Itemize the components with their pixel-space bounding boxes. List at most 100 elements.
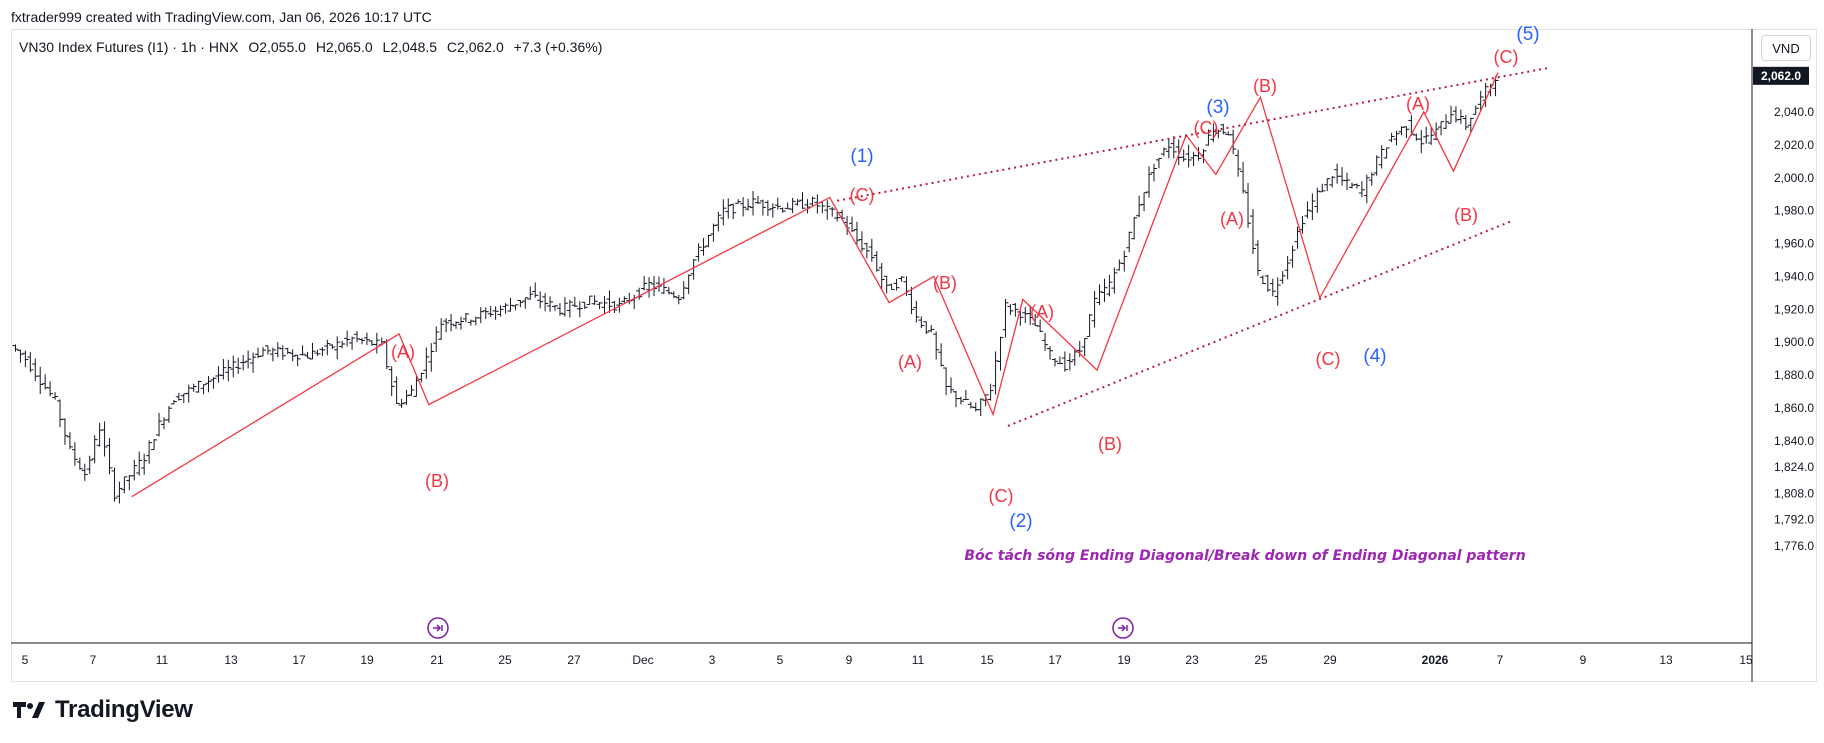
ohlc-bar: [383, 339, 390, 370]
wave-label-red: (C): [1194, 118, 1219, 138]
ohlc-bar: [1472, 105, 1479, 115]
y-tick-label: 1,900.0: [1774, 335, 1814, 349]
ohlc-bar: [37, 366, 44, 394]
ohlc-bar: [398, 398, 405, 409]
ohlc-bar: [1116, 259, 1123, 271]
ohlc-bar: [1383, 147, 1390, 159]
ohlc-bar: [918, 316, 925, 329]
x-tick-label: 5: [777, 653, 784, 667]
wave-label-blue: (2): [1009, 511, 1032, 532]
ohlc-bar: [1378, 145, 1385, 169]
ohlc-bar: [809, 196, 816, 206]
ohlc-bar: [294, 354, 301, 367]
ohlc-bar: [898, 276, 905, 282]
ohlc-bar: [1051, 358, 1058, 367]
ohlc-bar: [1126, 231, 1133, 253]
ohlc-bar: [462, 313, 469, 323]
ohlc-bar: [76, 457, 83, 470]
ohlc-bar: [324, 339, 331, 356]
ohlc-bar: [948, 377, 955, 394]
ohlc-bar: [210, 377, 217, 389]
ohlc-bar: [1368, 172, 1375, 186]
ohlc-bar: [1170, 135, 1177, 159]
y-tick-label: 2,000.0: [1774, 171, 1814, 185]
ohlc-bar: [1091, 290, 1098, 328]
ohlc-bar: [769, 203, 776, 218]
ohlc-bar: [334, 336, 341, 360]
ohlc-bar: [363, 332, 370, 345]
session-break-icon[interactable]: [427, 617, 449, 639]
ohlc-bar: [571, 296, 578, 308]
legend-open: O2,055.0: [248, 39, 306, 55]
wave-label-red: (C): [850, 185, 875, 205]
ohlc-bar: [289, 349, 296, 362]
legend-close: C2,062.0: [446, 39, 504, 55]
ohlc-bar: [537, 291, 544, 309]
ohlc-bar: [784, 202, 791, 210]
ohlc-bar: [314, 349, 321, 357]
wave-label-red: (C): [1316, 349, 1341, 369]
ohlc-bar: [358, 338, 365, 345]
wave-label-red: (C): [1494, 47, 1519, 67]
wave-label-red: (C): [989, 486, 1014, 506]
ohlc-bar: [517, 299, 524, 308]
ohlc-bar: [789, 197, 796, 214]
ohlc-bar: [745, 198, 752, 211]
ohlc-bar: [1418, 129, 1425, 154]
ohlc-bar: [1195, 147, 1202, 161]
ohlc-bar: [165, 405, 172, 423]
ohlc-bar: [180, 393, 187, 404]
x-tick-label: 5: [22, 653, 29, 667]
ohlc-bar: [47, 381, 54, 397]
wave-label-red: (A): [1406, 94, 1430, 114]
ohlc-bar: [1101, 278, 1108, 302]
x-tick-label: 9: [1580, 653, 1587, 667]
ohlc-bar: [433, 326, 440, 353]
wave-label-red: (A): [391, 342, 415, 362]
tradingview-logo[interactable]: TradingView: [13, 696, 193, 724]
ohlc-bar: [309, 342, 316, 360]
ohlc-bar: [1002, 299, 1009, 338]
x-tick-label: 11: [156, 653, 169, 667]
x-tick-label: 7: [1497, 653, 1504, 667]
legend-low: L2,048.5: [382, 39, 438, 55]
ohlc-bar: [512, 304, 519, 311]
ohlc-bar: [943, 367, 950, 396]
y-tick-label: 1,920.0: [1774, 302, 1814, 316]
ohlc-bar: [878, 263, 885, 289]
session-break-icon[interactable]: [1112, 617, 1134, 639]
ohlc-bar: [101, 421, 108, 457]
ohlc-bar: [997, 336, 1004, 371]
ohlc-bar: [225, 359, 232, 382]
wave-label-red: (B): [1253, 76, 1277, 96]
ohlc-bar: [17, 349, 24, 363]
ohlc-bar: [804, 199, 811, 214]
x-tick-label: 17: [1048, 653, 1062, 667]
ohlc-bar: [873, 251, 880, 272]
candles: [12, 76, 1499, 504]
ohlc-bar: [453, 321, 460, 329]
ohlc-bar: [71, 442, 78, 466]
ohlc-bar: [566, 299, 573, 318]
ohlc-bar: [299, 345, 306, 356]
wave-label-blue: (1): [850, 146, 873, 167]
ohlc-bar: [1061, 351, 1068, 372]
ohlc-bar: [1279, 271, 1286, 284]
ohlc-bar: [1348, 182, 1355, 189]
ohlc-bar: [304, 351, 311, 359]
ohlc-bar: [1042, 332, 1049, 351]
ohlc-bar: [849, 216, 856, 233]
ohlc-bar: [245, 350, 252, 369]
ohlc-bar: [1012, 303, 1019, 317]
currency-selector[interactable]: VND: [1761, 35, 1811, 61]
ohlc-bar: [1443, 114, 1450, 129]
ohlc-bar: [893, 278, 900, 291]
wave-label-red: (A): [1220, 209, 1244, 229]
ohlc-bar: [160, 417, 167, 430]
x-tick-label: 23: [1185, 653, 1199, 667]
x-tick-label: 21: [430, 653, 444, 667]
ohlc-bar: [1111, 267, 1118, 294]
ohlc-bar: [1027, 305, 1034, 326]
ohlc-bar: [1289, 245, 1296, 268]
